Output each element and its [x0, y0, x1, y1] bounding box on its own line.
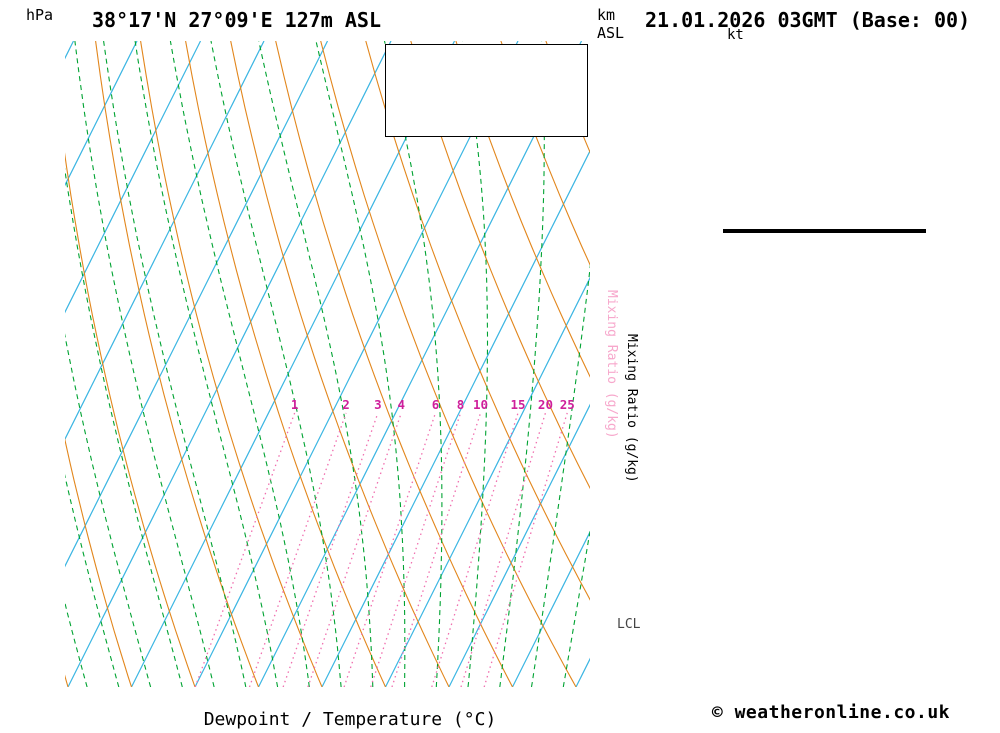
indices-table [723, 229, 926, 233]
mixing-ratio-value-label: 15 [510, 397, 526, 412]
x-axis-title: Dewpoint / Temperature (°C) [203, 709, 497, 730]
mixing-ratio-value-label: 3 [374, 397, 382, 412]
wet-adiabat-lines [65, 41, 590, 687]
mixing-ratio-value-label: 20 [537, 397, 553, 412]
height-axis-unit-asl: ASL [597, 24, 625, 42]
run-datetime: 21.01.2026 03GMT (Base: 00) [645, 8, 971, 32]
dry-adiabat-lines [65, 41, 590, 687]
copyright: © weatheronline.co.uk [711, 702, 950, 723]
hodograph-unit-label: kt [727, 27, 744, 43]
mixing-ratio-lines [194, 412, 568, 687]
height-axis-unit-km: km [597, 6, 616, 24]
station-title: 38°17'N 27°09'E 127m ASL [92, 8, 381, 32]
mixing-ratio-axis-label: Mixing Ratio (g/kg) [624, 334, 639, 483]
mixing-ratio-value-label: 6 [431, 397, 440, 412]
mixing-ratio-value-label: 10 [473, 397, 489, 412]
pressure-axis-unit: hPa [26, 6, 54, 24]
lcl-label: LCL [617, 617, 641, 632]
mixing-ratio-value-label: 4 [397, 397, 406, 412]
mixing-ratio-axis-label-pink: Mixing Ratio (g/kg) [604, 290, 619, 439]
mixing-ratio-value-label: 25 [559, 397, 575, 412]
mixing-ratio-value-label: 1 [290, 397, 299, 412]
mixing-ratio-value-label: 8 [456, 397, 465, 412]
legend-box [385, 44, 588, 137]
mixing-ratio-value-label: 2 [342, 397, 350, 412]
